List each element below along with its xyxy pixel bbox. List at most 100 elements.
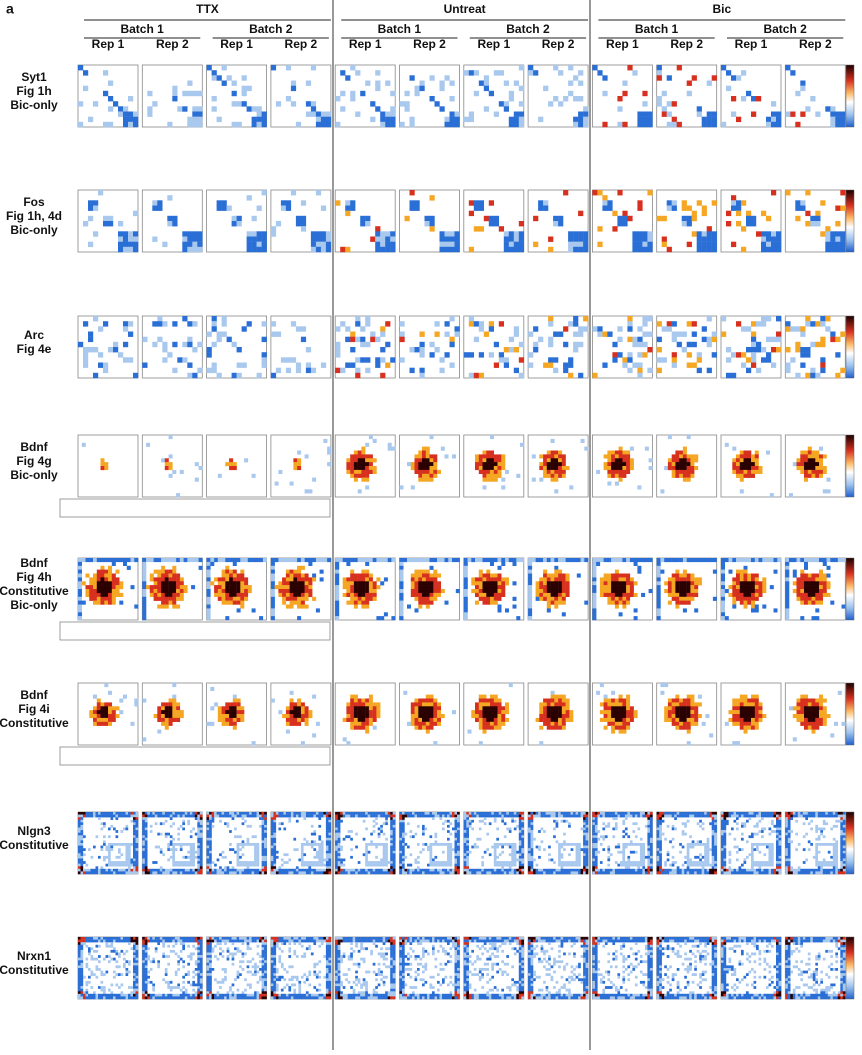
heatmap-cell xyxy=(180,585,184,589)
heatmap-cell xyxy=(200,820,203,823)
heatmap-cell xyxy=(622,470,626,474)
heatmap-cell xyxy=(316,851,319,854)
heatmap-cell xyxy=(257,869,260,872)
heatmap-cell xyxy=(233,466,237,470)
heatmap-cell xyxy=(237,347,242,352)
heatmap-cell xyxy=(346,470,350,474)
heatmap-cell xyxy=(627,65,632,70)
heatmap-cell xyxy=(483,597,487,601)
heatmap-cell xyxy=(123,237,128,242)
heatmap-cell xyxy=(240,714,244,718)
heatmap-cell xyxy=(227,812,230,815)
heatmap-cell xyxy=(97,601,101,605)
heatmap-cell xyxy=(611,722,615,726)
heatmap-cell xyxy=(819,577,823,581)
heatmap-cell xyxy=(222,332,227,337)
heatmap-cell xyxy=(687,585,691,589)
heatmap-cell xyxy=(499,101,504,106)
heatmap-cell xyxy=(415,206,420,211)
heatmap-cell xyxy=(271,373,276,378)
heatmap-cell xyxy=(290,585,294,589)
heatmap-cell xyxy=(642,112,647,117)
heatmap-cell xyxy=(812,558,816,562)
heatmap-cell xyxy=(490,458,494,462)
heatmap-cell xyxy=(335,368,340,373)
batch-label: Batch 1 xyxy=(378,22,422,36)
heatmap-cell xyxy=(286,815,289,818)
heatmap-cell xyxy=(683,458,687,462)
heatmap-cell xyxy=(298,859,301,862)
heatmap-cell xyxy=(209,853,212,856)
heatmap-cell xyxy=(136,859,139,862)
heatmap-cell xyxy=(254,853,257,856)
heatmap-cell xyxy=(249,871,252,874)
heatmap-cell xyxy=(479,200,484,205)
heatmap-cell xyxy=(225,558,229,562)
heatmap-cell xyxy=(378,828,381,831)
heatmap-cell xyxy=(326,856,329,859)
heatmap-cell xyxy=(142,830,145,833)
heatmap-cell xyxy=(516,474,520,478)
heatmap-cell xyxy=(83,848,86,851)
heatmap-cell xyxy=(103,835,106,838)
heatmap-cell xyxy=(682,216,687,221)
heatmap-cell xyxy=(390,822,393,825)
heatmap-cell xyxy=(675,454,679,458)
heatmap-cell xyxy=(683,585,687,589)
heatmap-cell xyxy=(108,597,112,601)
heatmap-cell xyxy=(271,605,275,609)
heatmap-cell xyxy=(234,828,237,831)
heatmap-cell xyxy=(626,589,630,593)
heatmap-cell xyxy=(426,466,430,470)
heatmap-cell xyxy=(157,869,160,872)
heatmap-cell xyxy=(229,589,233,593)
heatmap-cell xyxy=(369,702,373,706)
heatmap-cell xyxy=(430,75,435,80)
heatmap-cell xyxy=(683,462,687,466)
heatmap-cell xyxy=(81,853,84,856)
heatmap-cell xyxy=(187,342,192,347)
heatmap-cell xyxy=(101,601,105,605)
heatmap-cell xyxy=(410,347,415,352)
heatmap-cell xyxy=(611,601,615,605)
heatmap-cell xyxy=(192,117,197,122)
heatmap-cell xyxy=(345,247,350,252)
heatmap-cell xyxy=(622,722,626,726)
heatmap-cell xyxy=(346,706,350,710)
heatmap-cell xyxy=(539,577,543,581)
heatmap-cell xyxy=(698,558,702,562)
heatmap-cell xyxy=(834,558,838,562)
heatmap-cell xyxy=(108,848,111,851)
heatmap-cell xyxy=(301,848,304,851)
heatmap-cell xyxy=(91,815,94,818)
heatmap-cell xyxy=(403,691,407,695)
heatmap-cell xyxy=(305,558,309,562)
heatmap-cell xyxy=(240,597,244,601)
heatmap-cell xyxy=(418,585,422,589)
heatmap-cell xyxy=(490,589,494,593)
heatmap-cell xyxy=(321,853,324,856)
heatmap-cell xyxy=(437,710,441,714)
heatmap-cell xyxy=(415,581,419,585)
heatmap-cell xyxy=(672,122,677,127)
heatmap-cell xyxy=(709,733,713,737)
heatmap-cell xyxy=(426,710,430,714)
heatmap-cell xyxy=(551,466,555,470)
heatmap-cell xyxy=(712,117,717,122)
heatmap-cell xyxy=(698,702,702,706)
heatmap-cell xyxy=(312,558,316,562)
heatmap-cell xyxy=(78,601,82,605)
heatmap-cell xyxy=(683,726,687,730)
heatmap-cell xyxy=(209,864,212,867)
heatmap-cell xyxy=(273,861,276,864)
heatmap-cell xyxy=(430,722,434,726)
heatmap-cell xyxy=(108,601,112,605)
heatmap-cell xyxy=(254,864,257,867)
heatmap-cell xyxy=(306,812,309,815)
heatmap-cell xyxy=(751,363,756,368)
heatmap-cell xyxy=(145,864,148,867)
heatmap-cell xyxy=(199,466,203,470)
heatmap-cell xyxy=(81,830,84,833)
heatmap-cell xyxy=(611,730,615,734)
heatmap-cell xyxy=(597,190,602,195)
